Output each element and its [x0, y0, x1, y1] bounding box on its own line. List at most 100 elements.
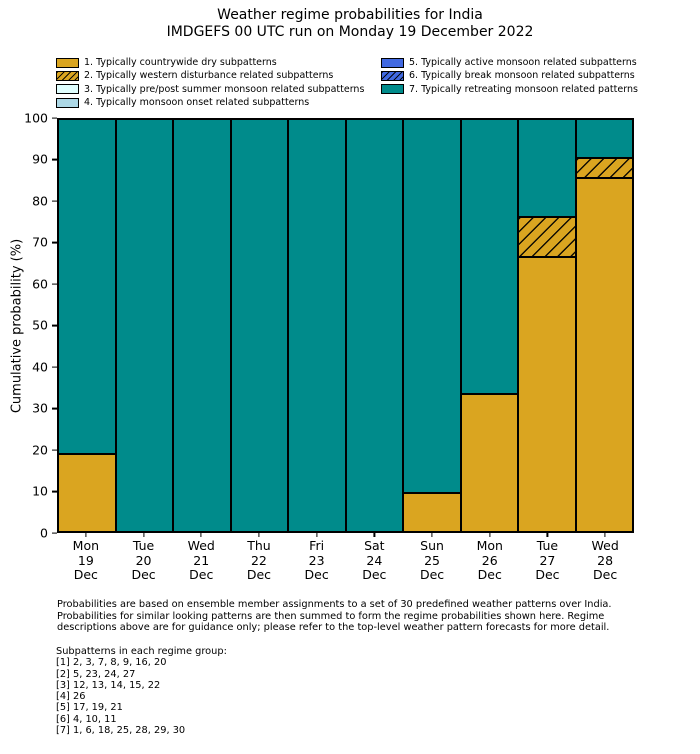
- x-tick-label-wed-21-dec: Wed 21 Dec: [187, 538, 215, 583]
- x-tick-label-line: Dec: [419, 567, 445, 582]
- segment-regime-7: [403, 119, 461, 493]
- bar-tue-20-dec: [115, 119, 173, 532]
- legend-label-4: 4. Typically monsoon onset related subpa…: [84, 97, 310, 109]
- x-tick-label-line: Fri: [309, 538, 325, 553]
- x-tick-mark-wed-21-dec: [200, 533, 202, 537]
- x-tick-label-line: Wed: [187, 538, 215, 553]
- footnote-line: Probabilities are based on ensemble memb…: [57, 599, 612, 610]
- legend-item-2: 2. Typically western disturbance related…: [56, 69, 364, 82]
- segment-regime-1: [518, 256, 576, 532]
- x-tick-label-line: 22: [250, 552, 267, 568]
- x-tick-label-line: Dec: [593, 567, 618, 582]
- segment-regime-7: [173, 119, 231, 532]
- x-tick-label-thu-22-dec: Thu 22 Dec: [246, 538, 272, 583]
- legend-swatch-2: [56, 70, 79, 81]
- y-tick-mark-100: [52, 117, 57, 119]
- x-tick-label-line: 19: [77, 552, 94, 568]
- subpattern-group: [3] 12, 13, 14, 15, 22: [56, 679, 161, 691]
- x-tick-label-line: Mon: [72, 538, 100, 553]
- segment-regime-7: [115, 119, 173, 532]
- y-tick-label-70: 70: [32, 234, 48, 250]
- x-tick-label-line: 20: [135, 552, 152, 568]
- x-tick-label-line: Tue: [132, 538, 155, 553]
- legend-item-5: 5. Typically active monsoon related subp…: [381, 56, 638, 69]
- bar-sun-25-dec: [403, 119, 461, 532]
- y-tick-mark-80: [52, 200, 57, 202]
- x-tick-label-line: Thu: [247, 538, 271, 553]
- y-tick-label-50: 50: [32, 317, 48, 333]
- x-tick-label-line: Dec: [477, 567, 502, 582]
- x-tick-label-fri-23-dec: Fri 23 Dec: [304, 538, 329, 583]
- legend-label-5: 5. Typically active monsoon related subp…: [409, 57, 637, 69]
- segment-regime-7: [58, 119, 116, 454]
- y-tick-label-40: 40: [32, 358, 48, 374]
- legend-swatch-5: [381, 57, 404, 68]
- legend-item-7: 7. Typically retreating monsoon related …: [381, 83, 638, 96]
- subpatterns-list: Subpatterns in each regime group: [1] 2,…: [56, 646, 227, 736]
- footnote: Probabilities are based on ensemble memb…: [57, 599, 612, 634]
- legend-label-7: 7. Typically retreating monsoon related …: [409, 83, 638, 95]
- x-tick-label-line: Dec: [246, 567, 272, 582]
- y-tick-mark-90: [52, 158, 57, 161]
- subpattern-group: [7] 1, 6, 18, 25, 28, 29, 30: [56, 725, 186, 737]
- segment-regime-7: [575, 119, 633, 159]
- bar-wed-21-dec: [173, 119, 231, 532]
- x-tick-mark-mon-26-dec: [489, 533, 491, 537]
- x-tick-label-line: Mon: [476, 538, 503, 553]
- legend-item-6: 6. Typically break monsoon related subpa…: [381, 69, 638, 82]
- x-tick-mark-tue-20-dec: [142, 533, 145, 537]
- y-tick-label-10: 10: [32, 483, 48, 499]
- y-tick-mark-50: [52, 324, 57, 327]
- footnote-line: descriptions above are for guidance only…: [57, 622, 610, 633]
- x-tick-label-tue-27-dec: Tue 27 Dec: [535, 538, 559, 583]
- y-tick-label-30: 30: [32, 400, 48, 416]
- subpatterns-heading: Subpatterns in each regime group:: [56, 646, 227, 657]
- x-tick-label-line: 28: [597, 552, 614, 568]
- legend-swatch-3: [56, 84, 79, 95]
- segment-regime-2: [575, 158, 633, 179]
- bar-wed-28-dec: [575, 119, 633, 532]
- y-tick-mark-30: [52, 407, 57, 410]
- x-tick-label-line: Tue: [536, 538, 559, 553]
- x-tick-mark-wed-28-dec: [604, 533, 606, 537]
- bar-fri-23-dec: [288, 119, 346, 532]
- y-tick-label-0: 0: [40, 524, 48, 540]
- legend-item-1: 1. Typically countrywide dry subpatterns: [56, 56, 364, 69]
- bar-thu-22-dec: [230, 119, 288, 532]
- y-tick-mark-20: [52, 449, 57, 451]
- x-tick-label-line: Wed: [591, 538, 619, 553]
- x-tick-label-line: 21: [193, 552, 210, 568]
- x-tick-label-line: Dec: [362, 567, 387, 582]
- segment-regime-7: [230, 119, 288, 532]
- x-axis-tick-marks: [57, 533, 634, 538]
- subpattern-group: [1] 2, 3, 7, 8, 9, 16, 20: [56, 657, 167, 669]
- y-tick-label-60: 60: [32, 275, 48, 291]
- x-tick-mark-thu-22-dec: [258, 533, 260, 537]
- x-tick-label-line: Dec: [304, 567, 329, 582]
- x-tick-label-mon-26-dec: Mon 26 Dec: [476, 538, 503, 583]
- legend-item-4: 4. Typically monsoon onset related subpa…: [56, 96, 364, 109]
- y-tick-label-90: 90: [32, 151, 48, 167]
- legend-label-1: 1. Typically countrywide dry subpatterns: [84, 57, 277, 69]
- y-tick-label-20: 20: [32, 441, 48, 457]
- y-tick-mark-60: [52, 283, 57, 285]
- x-tick-label-line: 23: [308, 552, 325, 568]
- subpattern-group: [4] 26: [56, 691, 86, 703]
- x-tick-mark-fri-23-dec: [316, 533, 318, 537]
- x-tick-label-line: Dec: [73, 567, 98, 582]
- bar-mon-19-dec: [58, 119, 116, 532]
- x-tick-label-line: 26: [481, 552, 498, 568]
- segment-regime-1: [403, 492, 461, 532]
- x-tick-label-line: 27: [539, 552, 556, 568]
- y-axis-tick-labels: 0 10 20 30 40 50 60 70 80 90 100: [0, 111, 48, 538]
- x-tick-mark-sat-24-dec: [373, 533, 375, 537]
- x-tick-label-tue-20-dec: Tue 20 Dec: [131, 538, 155, 583]
- legend-column-right: 5. Typically active monsoon related subp…: [381, 56, 638, 96]
- y-tick-mark-0: [52, 532, 57, 534]
- segment-regime-2: [518, 217, 576, 257]
- y-tick-mark-40: [52, 366, 57, 368]
- legend-item-3: 3. Typically pre/post summer monsoon rel…: [56, 83, 364, 96]
- x-tick-mark-mon-19-dec: [85, 533, 87, 537]
- legend-swatch-7: [381, 84, 404, 95]
